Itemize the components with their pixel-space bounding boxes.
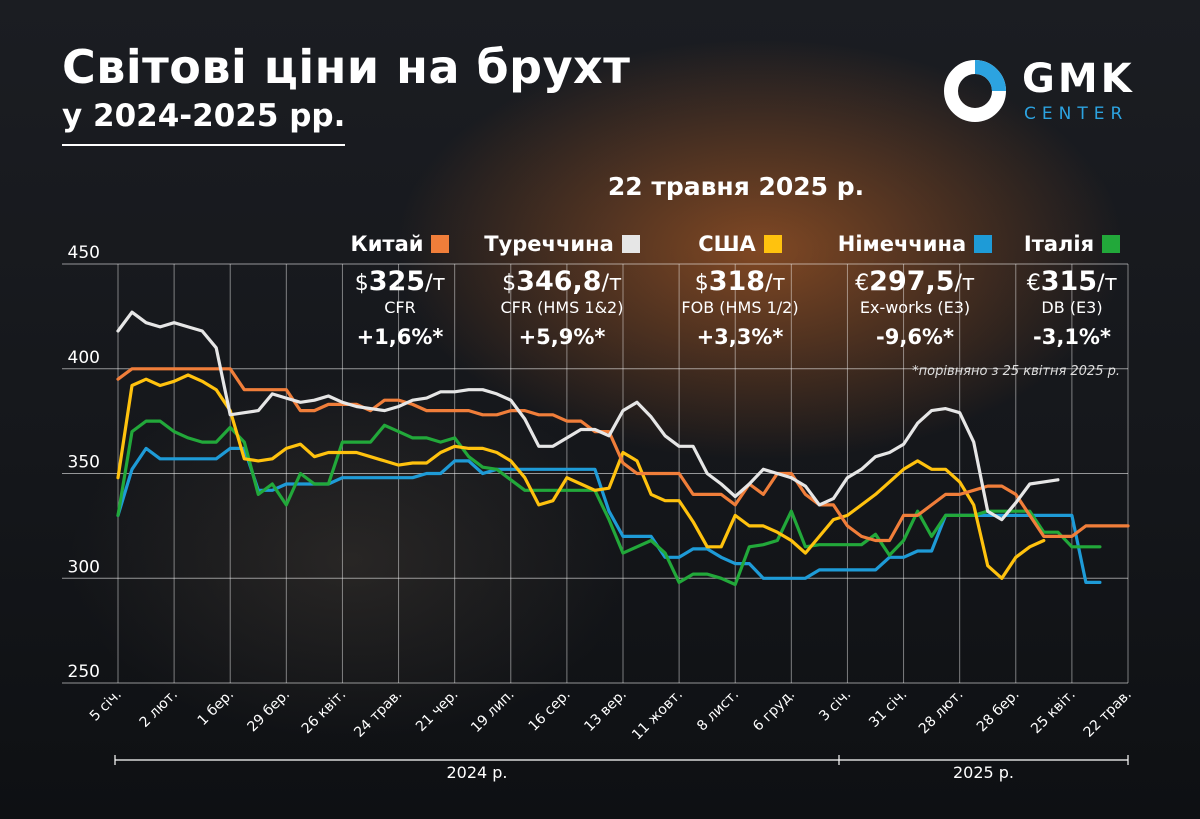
legend-swatch: [974, 235, 993, 253]
legend-value: 297,5: [869, 266, 955, 297]
series-line-3: [116, 446, 1102, 585]
x-tick-label: 1 бер.: [195, 687, 237, 729]
gmk-logo: GMK CENTER: [940, 56, 1150, 126]
legend-swatch: [621, 235, 640, 253]
legend-basis: CFR (HMS 1&2): [500, 298, 624, 317]
series-line-2: [116, 373, 1046, 580]
logo-sub: CENTER: [1024, 104, 1129, 124]
legend-currency: €: [1026, 271, 1041, 296]
legend-country: Італія: [1023, 232, 1095, 256]
y-tick-label: 250: [68, 662, 100, 682]
legend-unit: /т: [954, 271, 975, 296]
series-line-1: [116, 310, 1060, 522]
legend-change: +3,3%*: [696, 325, 784, 349]
legend-value: 315: [1040, 266, 1098, 297]
report-date: 22 травня 2025 р.: [607, 172, 865, 201]
x-tick-label: 8 лист.: [694, 687, 742, 735]
x-tick-label: 21 чер.: [413, 687, 461, 735]
x-tick-label: 25 квіт.: [1028, 687, 1079, 738]
legend-basis: Ex-works (E3): [859, 298, 971, 317]
legend-currency: $: [354, 271, 369, 296]
x-tick-label: 22 трав.: [1081, 687, 1135, 741]
x-tick-label: 2 лют.: [137, 687, 181, 731]
x-tick-label: 19 лип.: [468, 687, 517, 736]
legend-china: Китай $325/т CFR +1,6%*: [300, 232, 500, 349]
legend-swatch: [763, 235, 782, 253]
footnote: *порівняно з 25 квітня 2025 р.: [912, 364, 1120, 379]
x-tick-label: 26 квіт.: [299, 687, 350, 738]
legend-value: 346,8: [516, 266, 602, 297]
y-tick-label: 350: [68, 453, 100, 473]
y-tick-label: 300: [68, 557, 100, 577]
series-line-4: [116, 419, 1102, 587]
legend-value: 325: [368, 266, 426, 297]
legend-unit: /т: [1097, 271, 1118, 296]
legend-change: -3,1%*: [1033, 325, 1111, 349]
legend-usa: США $318/т FOB (HMS 1/2) +3,3%*: [640, 232, 840, 349]
x-tick-label: 5 січ.: [87, 687, 125, 725]
x-tick-label: 16 сер.: [526, 687, 574, 735]
x-tick-label: 11 жовт.: [629, 687, 686, 744]
legend-unit: /т: [425, 271, 446, 296]
legend-swatch: [431, 235, 450, 253]
x-tick-label: 29 бер.: [244, 687, 293, 736]
x-tick-label: 31 січ.: [866, 687, 910, 731]
series-line-0: [116, 367, 1130, 543]
page-subtitle: у 2024-2025 рр.: [62, 98, 346, 146]
x-tick-label: 24 трав.: [351, 687, 405, 741]
x-tick-label: 13 вер.: [581, 687, 629, 735]
legend-value: 318: [708, 266, 766, 297]
x-tick-label: 6 груд.: [750, 687, 798, 735]
x-tick-label: 28 бер.: [974, 687, 1023, 736]
x-tick-label: 3 січ.: [816, 687, 854, 725]
legend-unit: /т: [601, 271, 622, 296]
legend-country: Китай: [350, 232, 424, 256]
legend-currency: $: [694, 271, 709, 296]
page-title: Світові ціни на брухт: [62, 40, 631, 94]
legend-basis: CFR: [384, 298, 416, 317]
logo-ring-icon: [944, 60, 1006, 122]
legend-country: США: [698, 232, 756, 256]
legend-country: Німеччина: [837, 232, 967, 256]
logo-name: GMK: [1022, 56, 1135, 102]
legend-swatch: [1102, 235, 1121, 253]
legend-change: +1,6%*: [356, 325, 444, 349]
legend-country: Туреччина: [484, 232, 614, 256]
legend-italy: Італія €315/т DB (E3) -3,1%*: [972, 232, 1172, 349]
legend-change: -9,6%*: [876, 325, 954, 349]
legend-basis: DB (E3): [1041, 298, 1103, 317]
legend-turkey: Туреччина $346,8/т CFR (HMS 1&2) +5,9%*: [462, 232, 662, 349]
legend-unit: /т: [765, 271, 786, 296]
legend-currency: $: [502, 271, 517, 296]
year-label-2025: 2025 р.: [953, 763, 1014, 782]
x-tick-label: 28 лют.: [916, 687, 967, 738]
y-tick-label: 400: [68, 348, 100, 368]
legend-currency: €: [855, 271, 870, 296]
legend-germany: Німеччина €297,5/т Ex-works (E3) -9,6%*: [815, 232, 1015, 349]
y-tick-label: 450: [68, 243, 100, 263]
year-label-2024: 2024 р.: [446, 763, 507, 782]
legend-change: +5,9%*: [518, 325, 606, 349]
legend-basis: FOB (HMS 1/2): [681, 298, 799, 317]
